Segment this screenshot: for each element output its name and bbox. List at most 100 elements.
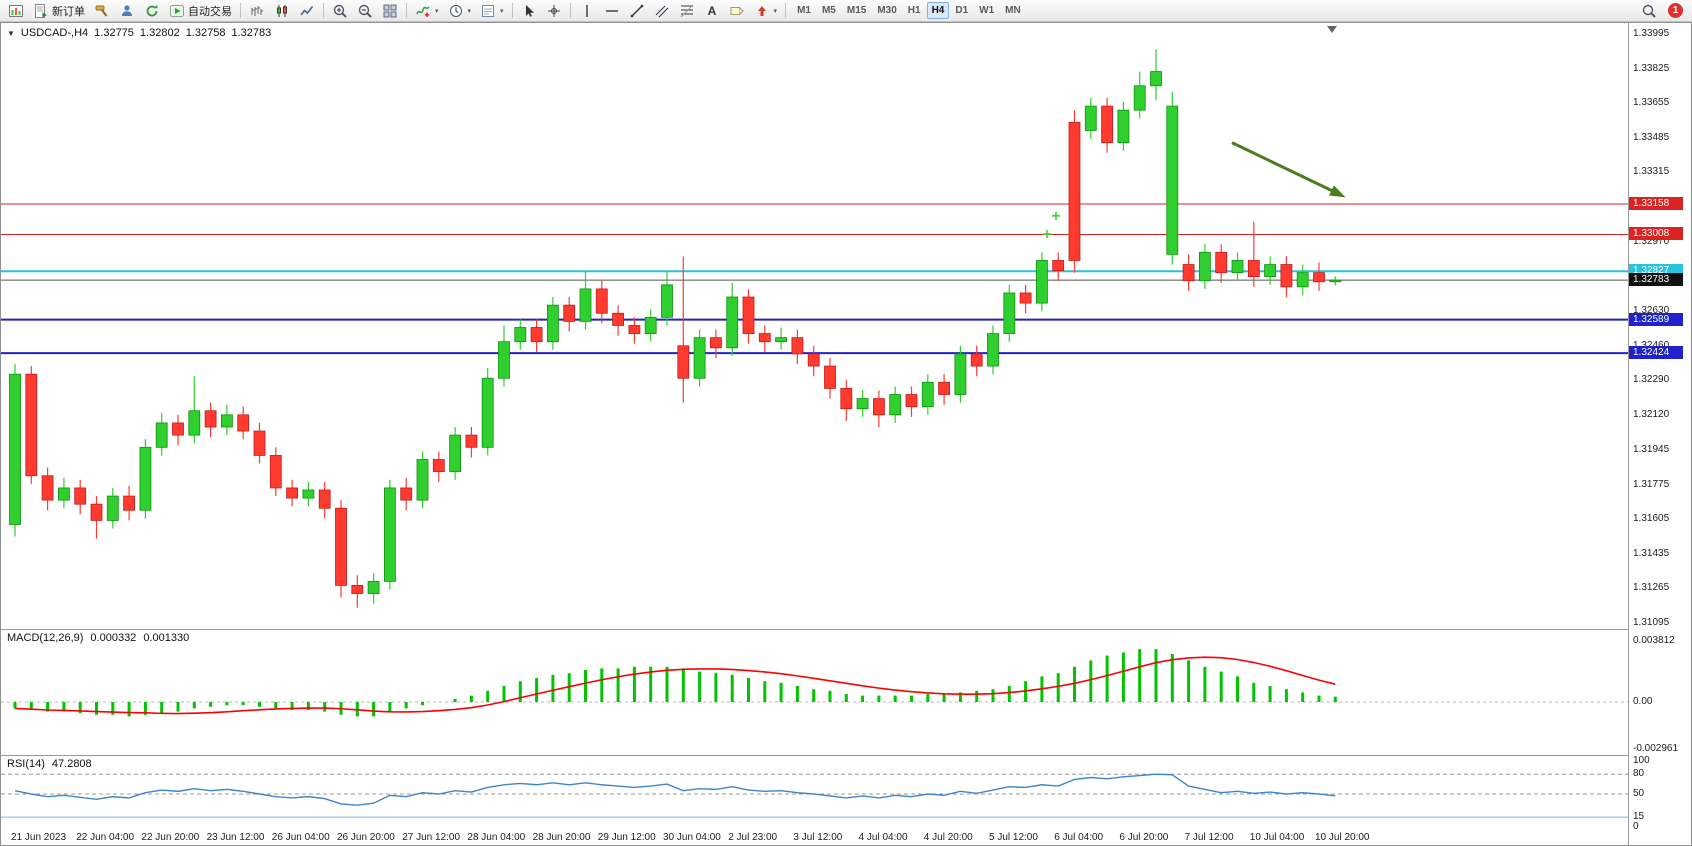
- time-axis-label: 26 Jun 04:00: [271, 832, 330, 843]
- macd-main-value: 0.000332: [90, 632, 137, 644]
- trend-arrow[interactable]: [1231, 141, 1343, 197]
- time-axis-label: 5 Jul 12:00: [989, 832, 1038, 843]
- time-axis-label: 4 Jul 04:00: [858, 832, 908, 843]
- rsi-axis-label: 80: [1633, 768, 1645, 780]
- macd-axis-label: 0.003812: [1633, 635, 1675, 646]
- cursor-icon[interactable]: [517, 1, 541, 21]
- toolbar-divider: [511, 3, 513, 18]
- price-axis-label: 1.33655: [1633, 97, 1670, 109]
- ohlc-low: 1.32758: [185, 27, 226, 39]
- trade-marker: [1043, 230, 1051, 239]
- level-price-tag-1.33008[interactable]: 1.33008: [1629, 227, 1683, 241]
- channel-tool-icon[interactable]: [650, 1, 674, 21]
- new-order-button[interactable]: 新订单: [29, 1, 89, 21]
- price-axis-label: 1.31435: [1633, 547, 1670, 559]
- profile-icon[interactable]: [115, 1, 139, 21]
- price-axis[interactable]: 1.33995 1.33825 1.33655 1.33485 1.33315 1.331…: [1629, 23, 1691, 845]
- new-order-label: 新订单: [52, 5, 85, 18]
- time-axis-label: 28 Jun 04:00: [467, 832, 526, 843]
- timeframe-W1[interactable]: W1: [979, 5, 995, 16]
- periods-icon[interactable]: ▾: [444, 1, 476, 21]
- rsi-indicator-panel[interactable]: [1, 755, 1628, 829]
- collapse-arrow-icon[interactable]: ▼: [7, 28, 15, 38]
- timeframe-M30[interactable]: M30: [877, 5, 897, 16]
- chevron-down-icon: ▾: [773, 7, 778, 15]
- toolbar-divider: [569, 3, 571, 18]
- chart-window: 1.33995 1.33825 1.33655 1.33485 1.33315 1.331…: [0, 22, 1692, 846]
- templates-icon[interactable]: ▾: [476, 1, 508, 21]
- rsi-line: [14, 773, 1336, 806]
- toolbar-divider: [785, 3, 787, 18]
- timeframe-MN[interactable]: MN: [1005, 5, 1021, 16]
- search-icon[interactable]: [1637, 1, 1661, 21]
- time-axis-label: 21 Jun 2023: [11, 832, 67, 843]
- trade-marker: [1052, 211, 1060, 220]
- timeframe-M15[interactable]: M15: [846, 5, 867, 16]
- trendline-tool-icon[interactable]: [625, 1, 649, 21]
- fibonacci-tool-icon[interactable]: [675, 1, 699, 21]
- price-axis-label: 1.32290: [1633, 374, 1670, 386]
- timeframe-M5[interactable]: M5: [821, 5, 836, 16]
- new-order-icon: [35, 3, 47, 18]
- text-tool-icon[interactable]: A: [700, 1, 724, 21]
- timeframe-D1[interactable]: D1: [955, 5, 969, 16]
- candlestick-type-icon[interactable]: [270, 1, 294, 21]
- time-axis-label: 27 Jun 12:00: [402, 832, 461, 843]
- ohlc-open: 1.32775: [94, 27, 134, 39]
- tile-windows-icon[interactable]: [378, 1, 402, 21]
- level-price-tag-1.33158[interactable]: 1.33158: [1629, 196, 1683, 210]
- bar-chart-type-icon[interactable]: [245, 1, 269, 21]
- price-axis-label: 1.33485: [1633, 131, 1670, 143]
- time-axis[interactable]: 21 Jun 2023 22 Jun 04:00 22 Jun 20:00 23 Ju…: [1, 829, 1628, 845]
- bid-price-tag[interactable]: 1.32783: [1629, 273, 1683, 287]
- candles: [9, 49, 1342, 608]
- vertical-line-tool-icon[interactable]: [575, 1, 599, 21]
- macd-title: MACD(12,26,9): [7, 632, 84, 644]
- crosshair-icon[interactable]: [542, 1, 566, 21]
- time-axis-label: 10 Jul 04:00: [1249, 832, 1305, 843]
- time-axis-label: 6 Jul 20:00: [1119, 832, 1169, 843]
- price-axis-label: 1.33315: [1633, 166, 1670, 178]
- time-axis-label: 22 Jun 20:00: [141, 832, 200, 843]
- refresh-icon[interactable]: [140, 1, 164, 21]
- tools-icon[interactable]: [90, 1, 114, 21]
- time-axis-label: 28 Jun 20:00: [532, 832, 591, 843]
- zoom-in-icon[interactable]: [328, 1, 352, 21]
- zoom-out-icon[interactable]: [353, 1, 377, 21]
- new-chart-icon[interactable]: [4, 1, 28, 21]
- price-axis-label: 1.31605: [1633, 513, 1670, 525]
- panel-separator[interactable]: [1, 755, 1691, 756]
- auto-trading-button[interactable]: 自动交易: [165, 1, 236, 21]
- time-axis-label: 10 Jul 20:00: [1315, 832, 1370, 843]
- price-axis-label: 1.31265: [1633, 582, 1670, 594]
- price-axis-label: 1.31945: [1633, 444, 1670, 456]
- time-axis-label: 22 Jun 04:00: [76, 832, 135, 843]
- indicators-icon[interactable]: ▾: [411, 1, 443, 21]
- panel-separator[interactable]: [1, 629, 1691, 630]
- macd-axis-label: 0.00: [1633, 696, 1653, 707]
- label-tool-icon[interactable]: [725, 1, 749, 21]
- notification-badge[interactable]: 1: [1668, 3, 1683, 18]
- rsi-axis-label: 15: [1633, 811, 1645, 823]
- macd-axis-label: -0.002961: [1633, 743, 1679, 755]
- arrows-tool-icon[interactable]: ▾: [750, 1, 782, 21]
- ohlc-high: 1.32802: [139, 27, 180, 39]
- price-axis-label: 1.32630: [1633, 305, 1670, 317]
- price-axis-label: 1.32460: [1633, 340, 1669, 351]
- auto-trading-icon: [170, 4, 184, 17]
- time-axis-label: 3 Jul 12:00: [793, 832, 843, 843]
- line-chart-type-icon[interactable]: [295, 1, 319, 21]
- price-chart-panel[interactable]: [1, 23, 1628, 629]
- timeframe-H4[interactable]: H4: [926, 2, 950, 19]
- level-price-tag-1.32424[interactable]: 1.32424: [1629, 346, 1683, 360]
- time-axis-label: 4 Jul 20:00: [923, 832, 973, 843]
- chart-title: ▼ USDCAD-,H4 1.32775 1.32802 1.32758 1.3…: [7, 27, 271, 39]
- timeframe-H1[interactable]: H1: [907, 5, 921, 16]
- timeframe-M1[interactable]: M1: [797, 5, 811, 16]
- timeframe-toolbar: M1 M5 M15 M30 H1 H4 D1 W1 MN: [792, 2, 1026, 19]
- rsi-axis-label: 0: [1633, 821, 1639, 832]
- level-price-tag-1.32589[interactable]: 1.32589: [1629, 312, 1683, 326]
- main-toolbar: 新订单 自动交易: [0, 0, 1692, 22]
- macd-indicator-panel[interactable]: [1, 629, 1628, 755]
- horizontal-line-tool-icon[interactable]: [600, 1, 624, 21]
